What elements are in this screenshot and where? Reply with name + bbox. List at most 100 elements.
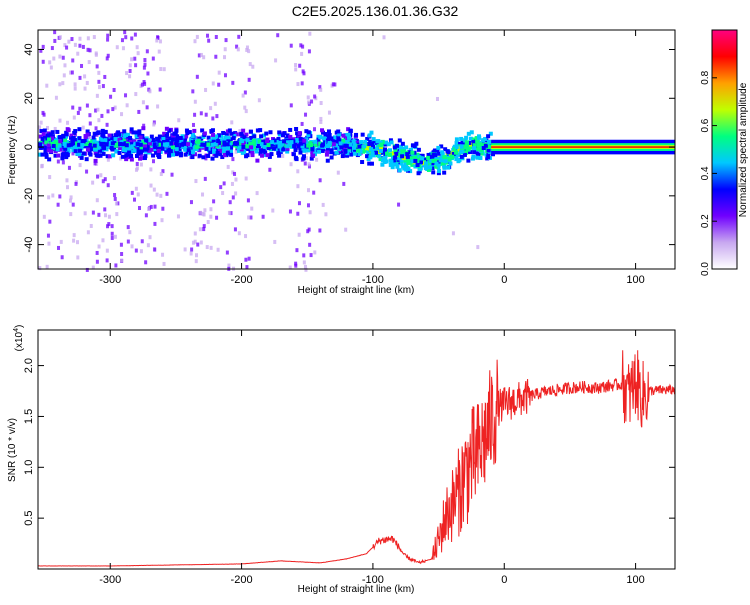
- spectrogram-cell: [128, 63, 132, 68]
- spectrogram-cell: [472, 150, 477, 155]
- spectrogram-cell: [289, 140, 294, 145]
- spectrogram-cell: [182, 138, 187, 143]
- spectrogram-cell: [147, 141, 152, 146]
- spectrogram-cell: [231, 157, 235, 162]
- spectrogram-cell: [168, 149, 173, 154]
- spectrogram-cell: [167, 128, 172, 133]
- spectrogram-cell: [156, 154, 161, 159]
- spectrogram-cell: [117, 150, 122, 155]
- spectrogram-cell: [246, 198, 250, 203]
- spectrogram-cell: [145, 105, 149, 110]
- spectrogram-cell: [53, 38, 57, 43]
- spectrogram-cell: [134, 63, 138, 68]
- spectrogram-cell: [374, 146, 379, 151]
- spectrogram-cell: [369, 130, 374, 135]
- spectrogram-cell: [121, 147, 126, 152]
- spectrogram-cell: [313, 142, 318, 147]
- spectrogram-cell: [327, 141, 332, 146]
- spectrogram-cell: [393, 148, 398, 153]
- spectrogram-cell: [90, 138, 95, 143]
- spectrogram-cell: [139, 162, 143, 167]
- spectrogram-cell: [297, 131, 302, 136]
- spectrogram-cell: [271, 208, 275, 213]
- spectrogram-cell: [233, 227, 237, 232]
- spectrogram-cell: [222, 181, 226, 186]
- spectrogram-cell: [360, 132, 365, 137]
- spectrogram-cell: [261, 214, 265, 219]
- spectrogram-cell: [86, 230, 90, 235]
- spectrogram-cell: [223, 47, 227, 52]
- spectrogram-cell: [158, 87, 162, 92]
- spectrogram-cell: [397, 202, 401, 207]
- spectrogram-cell: [158, 39, 162, 44]
- spectrogram-cell: [206, 220, 210, 225]
- spectrogram-cell: [302, 138, 307, 143]
- spectrogram-cell: [415, 163, 420, 168]
- spectrogram-cell: [343, 149, 348, 154]
- spectrogram-cell: [96, 107, 100, 112]
- spectrogram-cell: [236, 47, 240, 52]
- spectrogram-cell: [336, 170, 340, 175]
- spectrogram-cell: [175, 134, 180, 139]
- spectrogram-cell: [336, 136, 341, 141]
- spectrogram-cell: [139, 156, 144, 161]
- spectrogram-cell: [87, 140, 92, 145]
- spectrogram-cell: [226, 136, 231, 141]
- spectrogram-cell: [219, 185, 223, 190]
- spectrogram-cell: [259, 148, 264, 153]
- spectrogram-cell: [248, 141, 253, 146]
- spectrogram-cell: [257, 98, 261, 103]
- spectrogram-cell: [325, 150, 330, 155]
- spectrogram-cell: [319, 87, 323, 92]
- spectrogram-cell: [143, 62, 147, 67]
- spectrogram-cell: [110, 141, 115, 146]
- spectrogram-cell: [294, 261, 298, 266]
- colorbar-tick-label: 0.8: [700, 70, 711, 84]
- spectrogram-cell: [292, 144, 297, 149]
- spectrogram-cell: [436, 151, 441, 156]
- spectrogram-cell: [68, 142, 73, 147]
- spectrogram-cell: [87, 60, 91, 65]
- spectrogram-cell: [189, 200, 193, 205]
- spectrogram-cell: [325, 158, 330, 163]
- spectrogram-cell: [248, 129, 253, 134]
- spectrogram-cell: [44, 140, 49, 145]
- spectrogram-cell: [70, 70, 74, 75]
- spectrogram-cell: [119, 242, 123, 247]
- spectrogram-cell: [40, 136, 45, 141]
- spectrogram-cell: [276, 146, 281, 151]
- spectrogram-cell: [231, 170, 235, 175]
- spectrogram-cell: [469, 130, 474, 135]
- spectrogram-cell: [371, 137, 376, 142]
- spectrogram-cell: [110, 136, 115, 141]
- spectrogram-cell: [106, 37, 110, 42]
- spectrogram-cell: [229, 152, 234, 157]
- spectrogram-cell: [295, 131, 300, 136]
- spectrogram-cell: [202, 55, 206, 60]
- spectrogram-cell: [133, 56, 137, 61]
- spectrogram-cell: [435, 148, 440, 153]
- spectrogram-cell: [85, 147, 90, 152]
- spectrogram-cell: [44, 154, 49, 159]
- spectrogram-cell: [269, 142, 274, 147]
- spectrogram-cell: [218, 134, 223, 139]
- spectrogram-cell: [48, 219, 52, 224]
- spectrogram-cell: [156, 36, 160, 41]
- spectrogram-cell: [306, 95, 310, 100]
- spectrogram-cell: [110, 224, 114, 229]
- spectrogram-cell: [66, 128, 71, 133]
- spectrogram-cell: [51, 193, 55, 198]
- spectrogram-y-tick-label: -40: [23, 237, 35, 253]
- spectrogram-cell: [251, 141, 256, 146]
- snr-x-tick-label: -200: [231, 574, 253, 586]
- spectrogram-cell: [429, 152, 434, 157]
- spectrogram-cell: [172, 131, 177, 136]
- spectrogram-cell: [412, 144, 417, 149]
- spectrogram-cell: [403, 158, 408, 163]
- spectrogram-cell: [105, 122, 109, 127]
- spectrogram-cell: [56, 202, 60, 207]
- spectrogram-x-axis-label: Height of straight line (km): [298, 285, 415, 296]
- spectrogram-cell: [138, 135, 143, 140]
- spectrogram-cell: [210, 128, 215, 133]
- spectrogram-cell: [177, 148, 182, 153]
